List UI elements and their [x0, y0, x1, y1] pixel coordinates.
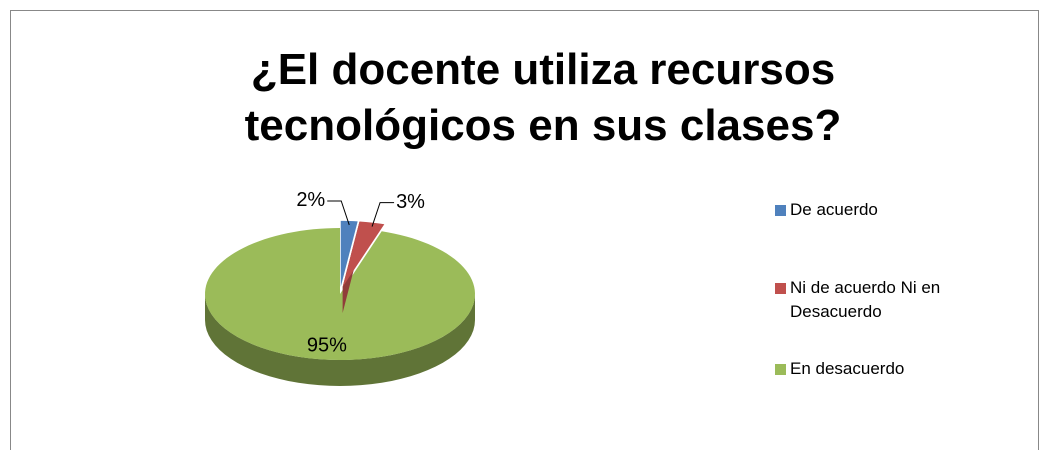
data-label: 3%: [396, 191, 425, 213]
chart-frame: [10, 10, 1039, 450]
slice: [340, 220, 358, 287]
slice: [205, 228, 475, 360]
legend-swatch: [775, 205, 786, 216]
pie-plot: 2% 3% 95%: [205, 189, 475, 386]
legend-label: De acuerdo: [790, 200, 878, 219]
page: {"chart_data": {"type": "pie", "title": …: [10, 10, 1039, 450]
data-label: 95%: [307, 335, 347, 357]
data-label: 2%: [296, 189, 325, 211]
legend-swatch: [775, 283, 786, 294]
legend-label: En desacuerdo: [790, 359, 905, 378]
slice: [342, 221, 385, 287]
leader-line: [327, 200, 350, 226]
legend-swatch: [775, 364, 786, 375]
leader-line: [371, 202, 395, 227]
chart-title: ¿El docente utiliza recursos tecnológico…: [244, 45, 842, 150]
legend-label: Ni de acuerdo Ni en Desacuerdo: [790, 278, 941, 321]
slice-side: [205, 294, 475, 386]
